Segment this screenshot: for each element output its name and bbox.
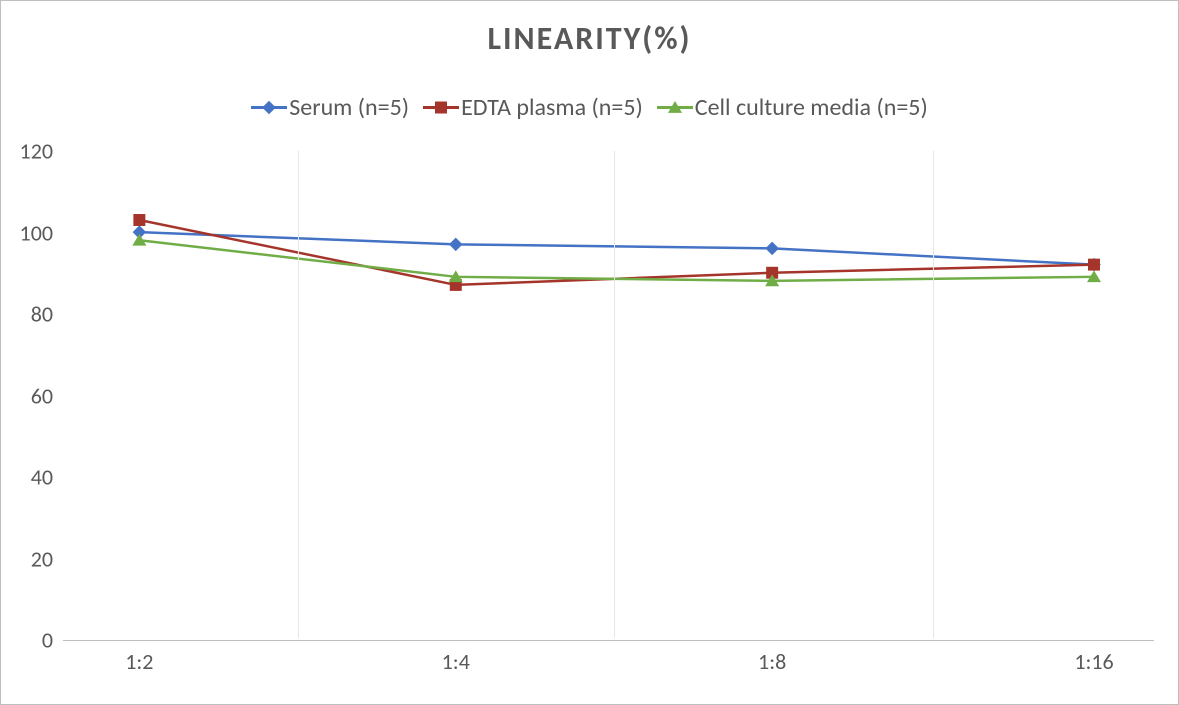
legend-swatch	[657, 106, 693, 109]
y-tick-label: 100	[13, 219, 63, 246]
x-tick-label: 1:8	[758, 638, 786, 675]
chart-container: LINEARITY(%) Serum (n=5) EDTA plasma (n=…	[0, 0, 1179, 705]
legend-item: Cell culture media (n=5)	[657, 93, 928, 122]
x-tick-label: 1:4	[442, 638, 470, 675]
y-tick-label: 40	[13, 464, 63, 491]
plot-svg	[63, 151, 1154, 638]
legend-swatch	[251, 106, 287, 109]
legend-label: EDTA plasma (n=5)	[461, 93, 643, 122]
plot-area: 0204060801001201:21:41:81:16	[63, 151, 1154, 638]
series-line	[139, 220, 1094, 285]
chart-title: LINEARITY(%)	[1, 19, 1178, 58]
data-marker	[449, 238, 463, 252]
x-tick-label: 1:2	[125, 638, 153, 675]
legend-item: Serum (n=5)	[251, 93, 409, 122]
y-tick-label: 80	[13, 301, 63, 328]
y-tick-label: 120	[13, 138, 63, 165]
data-marker	[668, 101, 682, 113]
y-tick-label: 0	[13, 627, 63, 654]
y-tick-label: 60	[13, 382, 63, 409]
legend: Serum (n=5) EDTA plasma (n=5) Cell cultu…	[1, 93, 1178, 122]
legend-swatch	[423, 106, 459, 109]
grid-line-vertical	[933, 151, 934, 638]
y-tick-label: 20	[13, 545, 63, 572]
data-marker	[435, 101, 447, 113]
x-tick-label: 1:16	[1074, 638, 1113, 675]
data-marker	[1088, 259, 1100, 271]
grid-line-vertical	[614, 151, 615, 638]
legend-label: Serum (n=5)	[289, 93, 409, 122]
x-axis-line	[63, 640, 1154, 641]
grid-line-vertical	[298, 151, 299, 638]
data-marker	[765, 242, 779, 256]
legend-item: EDTA plasma (n=5)	[423, 93, 643, 122]
data-marker	[133, 214, 145, 226]
data-marker	[262, 100, 276, 114]
legend-label: Cell culture media (n=5)	[695, 93, 928, 122]
